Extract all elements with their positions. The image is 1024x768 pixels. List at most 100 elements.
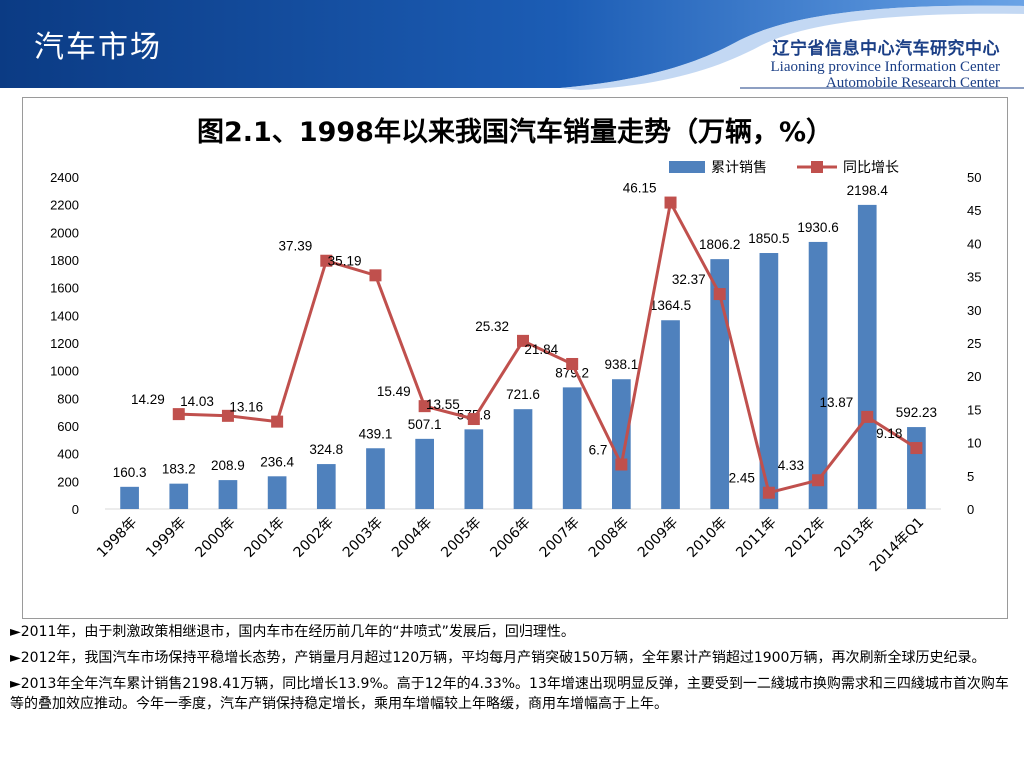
y-left-tick-label: 1400 (50, 308, 79, 323)
growth-data-label: 13.87 (819, 395, 853, 410)
y-right-tick-label: 40 (967, 236, 981, 251)
x-tick-label: 2011年 (733, 515, 779, 561)
y-right-tick-label: 50 (967, 170, 981, 185)
y-right-tick-label: 0 (967, 502, 974, 517)
bar-data-label: 592.23 (896, 405, 937, 420)
growth-point (713, 288, 726, 301)
growth-point (320, 254, 333, 267)
bar-sales (513, 409, 533, 509)
x-tick-label: 1998年 (94, 515, 140, 561)
bar-sales (759, 253, 779, 509)
x-tick-label: 2003年 (340, 515, 386, 561)
x-tick-label: 2006年 (487, 515, 533, 561)
bar-sales (562, 387, 582, 509)
header-banner (0, 0, 1024, 90)
bar-data-label: 721.6 (506, 387, 540, 402)
organization-logo: 辽宁省信息中心汽车研究中心 Liaoning province Informat… (770, 34, 1000, 91)
growth-line (178, 198, 918, 495)
x-tick-label: 2004年 (389, 515, 435, 561)
growth-data-label: 4.33 (778, 458, 804, 473)
logo-english-line1: Liaoning province Information Center (770, 59, 1000, 75)
growth-point (271, 415, 284, 428)
y-left-tick-label: 600 (57, 419, 79, 434)
bar-sales (415, 438, 434, 509)
notes-section: ►2011年，由于刺激政策相继退市，国内车市在经历前几年的“井喷式”发展后，回归… (10, 622, 1014, 720)
bar-sales (612, 379, 631, 509)
y-left-tick-label: 1000 (50, 364, 79, 379)
y-left-tick-label: 800 (57, 391, 79, 406)
growth-data-label: 13.55 (426, 397, 460, 412)
bar-sales (366, 448, 385, 509)
growth-point (566, 357, 579, 370)
bar-data-label: 879.2 (555, 365, 589, 380)
bar-data-label: 1930.6 (797, 220, 838, 235)
y-left-tick-label: 2200 (50, 198, 79, 213)
bar-sales (169, 483, 189, 509)
bar-data-label: 1850.5 (748, 231, 789, 246)
legend-swatch-marker (811, 161, 823, 173)
x-tick-label: 2001年 (242, 515, 288, 561)
x-tick-label: 2005年 (438, 515, 484, 561)
growth-data-label: 14.29 (131, 392, 165, 407)
y-left-tick-label: 400 (57, 447, 79, 462)
growth-point (664, 196, 677, 209)
growth-data-label: 13.16 (229, 400, 263, 415)
y-right-tick-label: 10 (967, 436, 981, 451)
growth-point (615, 458, 628, 471)
note-paragraph: ►2012年，我国汽车市场保持平稳增长态势，产销量月月超过120万辆，平均每月产… (10, 650, 986, 666)
growth-point (517, 334, 529, 347)
bar-sales (710, 259, 730, 509)
growth-point (812, 474, 825, 487)
y-right-tick-label: 15 (967, 402, 981, 417)
bar-data-label: 236.4 (260, 454, 294, 469)
bar-sales (907, 427, 926, 509)
growth-data-label: 35.19 (328, 253, 362, 268)
bar-sales (661, 320, 680, 509)
growth-data-label: 14.03 (180, 394, 214, 409)
bar-data-label: 1806.2 (699, 237, 740, 252)
y-right-tick-label: 5 (967, 469, 974, 484)
growth-data-label: 46.15 (623, 181, 657, 196)
bar-data-label: 938.1 (604, 357, 638, 372)
logo-english-line2: Automobile Research Center (825, 75, 1000, 91)
bar-sales (857, 204, 877, 509)
y-right-tick-label: 35 (967, 270, 981, 285)
bar-sales (316, 464, 336, 509)
x-tick-label: 2002年 (291, 515, 337, 561)
bar-sales (218, 480, 238, 509)
x-tick-label: 2009年 (635, 515, 681, 561)
bar-data-label: 1364.5 (650, 298, 691, 313)
bar-data-label: 183.2 (162, 462, 196, 477)
y-left-tick-label: 1600 (50, 281, 79, 296)
bar-data-label: 324.8 (309, 442, 343, 457)
x-tick-label: 2012年 (782, 515, 828, 561)
y-right-tick-label: 25 (967, 336, 981, 351)
chart-title: 图2.1、1998年以来我国汽车销量走势（万辆，%） (196, 117, 834, 148)
growth-data-label: 25.32 (475, 319, 509, 334)
growth-data-label: 32.37 (672, 272, 706, 287)
growth-data-label: 15.49 (377, 384, 411, 399)
legend-label-growth: 同比增长 (843, 160, 899, 176)
y-right-tick-label: 20 (967, 369, 981, 384)
y-left-tick-label: 1800 (50, 253, 79, 268)
growth-data-label: 9.18 (876, 426, 902, 441)
bar-sales (120, 486, 139, 509)
y-left-tick-label: 2400 (50, 170, 79, 185)
bar-data-label: 208.9 (211, 458, 245, 473)
growth-data-label: 6.7 (589, 443, 608, 458)
growth-data-label: 21.84 (524, 342, 558, 357)
growth-point (861, 410, 874, 423)
bar-sales (464, 429, 484, 509)
y-left-tick-label: 0 (72, 502, 79, 517)
x-tick-label: 2013年 (832, 515, 878, 561)
logo-chinese-name: 辽宁省信息中心汽车研究中心 (772, 39, 1000, 58)
growth-point (369, 269, 382, 282)
note-paragraph: ►2013年全年汽车累计销售2198.41万辆，同比增长13.9%。高于12年的… (10, 676, 1009, 712)
bar-data-label: 160.3 (113, 465, 147, 480)
growth-data-label: 2.45 (729, 471, 755, 486)
x-tick-label: 2010年 (684, 515, 730, 561)
x-tick-label: 2008年 (586, 515, 632, 561)
y-left-tick-label: 1200 (50, 336, 79, 351)
legend-label-sales: 累计销售 (711, 160, 767, 176)
growth-point (172, 408, 185, 421)
